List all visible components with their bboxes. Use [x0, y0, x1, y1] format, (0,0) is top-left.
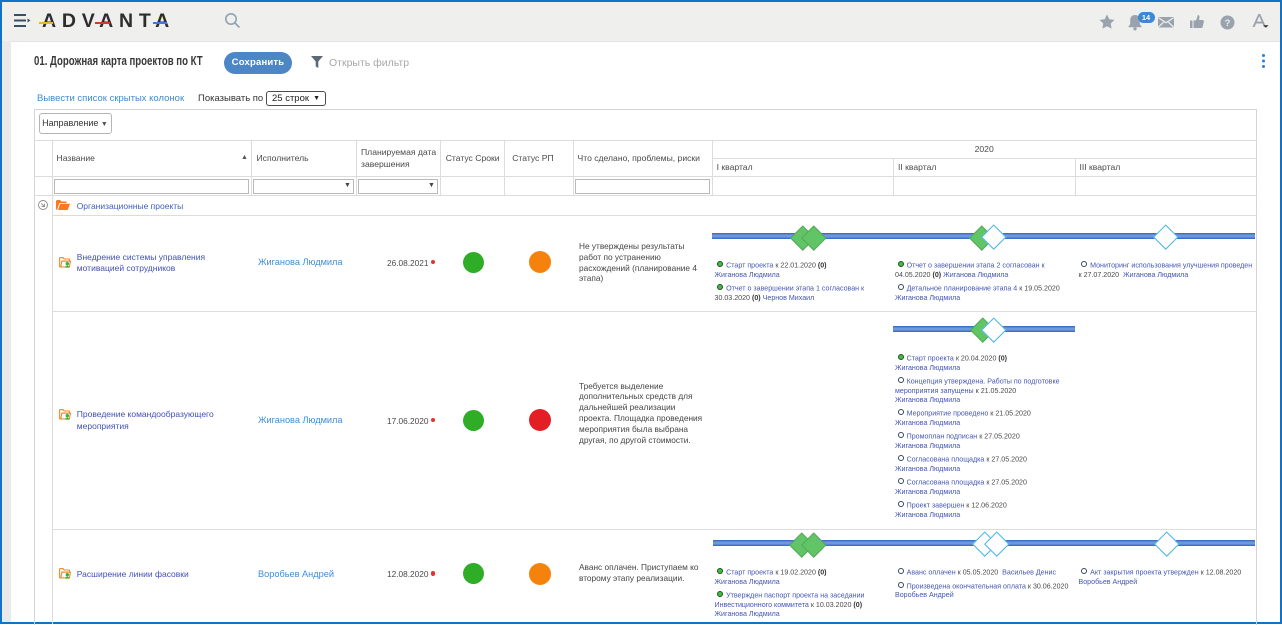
svg-text:?: ?: [1225, 18, 1231, 29]
